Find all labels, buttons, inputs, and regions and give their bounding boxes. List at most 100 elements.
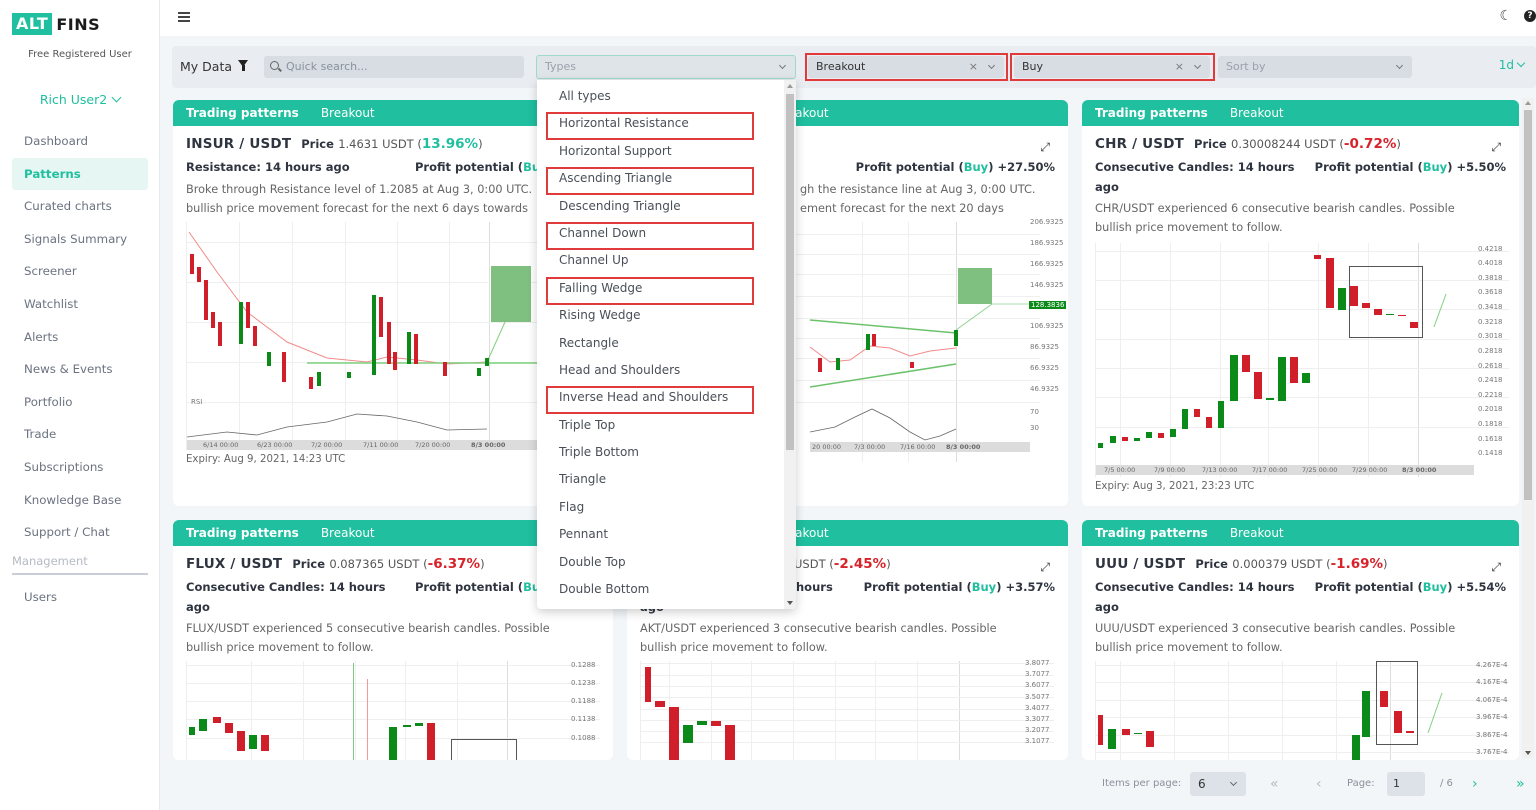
type-option-flag[interactable]: Flag <box>559 499 585 514</box>
profit-value: +5.50% <box>1456 160 1506 174</box>
dropdown-scrollbar[interactable] <box>784 80 796 609</box>
price-chart[interactable]: 206.9325 186.9325 166.9325 146.9325 128.… <box>640 218 1067 462</box>
paren: ) <box>480 557 485 571</box>
sidebar-item-screener[interactable]: Screener <box>24 264 77 279</box>
sidebar-item-signals-summary[interactable]: Signals Summary <box>24 231 128 246</box>
signal-time: hours <box>796 580 833 594</box>
direction: Bu <box>523 580 541 594</box>
sidebar-item-curated-charts[interactable]: Curated charts <box>24 199 112 214</box>
description: AKT/USDT experienced 3 consecutive beari… <box>640 622 997 654</box>
type-option-all-types[interactable]: All types <box>559 89 611 103</box>
pattern-card[interactable]: Trading patterns Breakout CHR / USDT Price… <box>1082 100 1519 506</box>
main-scrollbar[interactable] <box>1522 98 1534 758</box>
sidebar-item-trade[interactable]: Trade <box>24 427 57 442</box>
sidebar-item-news-events[interactable]: News & Events <box>24 362 113 377</box>
hamburger-menu-icon[interactable] <box>178 12 190 22</box>
type-option-falling-wedge[interactable]: Falling Wedge <box>537 275 796 306</box>
expand-icon[interactable]: ⤢ <box>1040 140 1050 154</box>
type-option-inverse-head-and-shoulders[interactable]: Inverse Head and Shoulders <box>537 384 796 415</box>
direction: Buy <box>1422 580 1448 594</box>
sidebar-item-patterns[interactable]: Patterns <box>12 157 148 191</box>
price-change: 13.96% <box>421 136 479 152</box>
pattern-card[interactable]: Trading patterns Breakout UUU / USDT Price… <box>1082 520 1519 760</box>
direction-select[interactable]: Buy × <box>1014 56 1210 78</box>
last-page-button[interactable]: » <box>1516 776 1525 792</box>
sidebar-item-dashboard[interactable]: Dashboard <box>24 134 89 148</box>
timeframe-value: 1d <box>1498 58 1514 72</box>
target-zone <box>491 266 531 322</box>
scrollbar-thumb[interactable] <box>1524 110 1532 500</box>
price-value: 1.4631 USDT ( <box>338 137 422 151</box>
quick-search-input[interactable]: Quick search... <box>264 56 524 78</box>
scrollbar-thumb[interactable] <box>786 94 794 450</box>
sort-by-select[interactable]: Sort by <box>1218 56 1412 78</box>
price-chart[interactable]: RSI 6/14 00:00 6/23 00:00 7/2 00:00 7/11 00… <box>186 222 607 450</box>
card-category: Trading patterns <box>1095 106 1208 120</box>
sort-placeholder: Sort by <box>1226 60 1266 73</box>
type-option-double-bottom[interactable]: Double Bottom <box>559 582 650 597</box>
price-chart[interactable]: 4.267E-4 4.167E-4 4.067E-4 3.967E-4 3.86… <box>1095 661 1509 760</box>
card-type: Breakout <box>1229 526 1284 540</box>
page-input[interactable]: 1 <box>1387 772 1425 796</box>
expand-icon[interactable]: ⤢ <box>1491 560 1501 574</box>
price-chart[interactable]: 0.1288 0.1238 0.1188 0.1138 0.1088 <box>186 661 600 760</box>
type-option-horizontal-resistance[interactable]: Horizontal Resistance <box>537 110 796 141</box>
type-option-rectangle[interactable]: Rectangle <box>559 335 619 350</box>
sidebar-item-watchlist[interactable]: Watchlist <box>24 296 79 311</box>
type-option-channel-down[interactable]: Channel Down <box>537 220 796 251</box>
expand-icon[interactable]: ⤢ <box>1040 560 1050 574</box>
types-select[interactable]: Types <box>536 55 796 79</box>
sidebar-item-support-chat[interactable]: Support / Chat <box>24 525 110 540</box>
paren: ) <box>1383 557 1388 571</box>
type-option-triple-bottom[interactable]: Triple Bottom <box>559 445 639 460</box>
scroll-down-icon[interactable] <box>1525 751 1531 755</box>
altfins-logo[interactable]: ALT FINS <box>12 12 100 36</box>
help-icon[interactable]: ? <box>1524 10 1536 22</box>
clear-icon[interactable]: × <box>1174 60 1184 73</box>
user-menu[interactable]: Rich User2 <box>0 92 160 107</box>
type-option-pennant[interactable]: Pennant <box>559 527 609 542</box>
profit-label: Profit potential <box>863 580 963 594</box>
type-option-channel-up[interactable]: Channel Up <box>559 253 629 268</box>
prev-page-button[interactable]: ‹ <box>1316 776 1322 792</box>
filter-funnel-icon[interactable] <box>238 60 248 71</box>
type-option-horizontal-support[interactable]: Horizontal Support <box>559 143 672 158</box>
profit-label: Profit potential <box>1314 580 1414 594</box>
description: UUU/USDT experienced 3 consecutive beari… <box>1095 622 1456 654</box>
price-label: Price <box>1194 137 1227 151</box>
price-chart[interactable]: 0.4218 0.4018 0.3818 0.3618 0.3418 0.321… <box>1095 243 1509 477</box>
scroll-up-icon[interactable] <box>787 84 793 88</box>
first-page-button[interactable]: « <box>1270 776 1279 792</box>
pair-name[interactable]: UUU / USDT <box>1095 556 1186 572</box>
pair-name[interactable]: FLUX / USDT <box>186 556 283 572</box>
types-dropdown-menu[interactable]: All types Horizontal Resistance Horizont… <box>537 80 796 609</box>
pair-name[interactable]: CHR / USDT <box>1095 136 1185 152</box>
type-option-rising-wedge[interactable]: Rising Wedge <box>559 308 641 323</box>
pattern-group-select[interactable]: Breakout × <box>808 56 1004 78</box>
type-option-ascending-triangle[interactable]: Ascending Triangle <box>537 165 796 196</box>
type-option-double-top[interactable]: Double Top <box>559 554 626 569</box>
scroll-up-icon[interactable] <box>1525 101 1531 105</box>
type-option-head-and-shoulders[interactable]: Head and Shoulders <box>559 362 681 377</box>
moon-icon[interactable]: ☾ <box>1499 8 1512 24</box>
sidebar-item-alerts[interactable]: Alerts <box>24 329 59 344</box>
user-role: Free Registered User <box>28 49 132 60</box>
clear-icon[interactable]: × <box>968 60 978 73</box>
next-page-button[interactable]: › <box>1472 776 1478 792</box>
my-data-label[interactable]: My Data <box>180 59 233 74</box>
price-chart[interactable]: 3.8077 3.7077 3.6077 3.5077 3.4077 3.307… <box>640 659 1054 760</box>
signal-time: Consecutive Candles: 14 hours <box>1095 580 1295 594</box>
pair-name[interactable]: INSUR / USDT <box>186 136 292 152</box>
sidebar-item-knowledge-base[interactable]: Knowledge Base <box>24 492 122 507</box>
type-option-triple-top[interactable]: Triple Top <box>559 417 616 432</box>
items-per-page-select[interactable]: 6 <box>1190 772 1246 796</box>
timeframe-select[interactable]: 1d <box>1498 58 1526 72</box>
sidebar-item-users[interactable]: Users <box>24 589 58 604</box>
expand-icon[interactable]: ⤢ <box>1491 140 1501 154</box>
sidebar-item-portfolio[interactable]: Portfolio <box>24 394 73 409</box>
type-option-descending-triangle[interactable]: Descending Triangle <box>559 198 681 213</box>
scroll-down-icon[interactable] <box>787 601 793 605</box>
logo-alt: ALT <box>12 13 53 35</box>
sidebar-item-subscriptions[interactable]: Subscriptions <box>24 459 104 474</box>
type-option-triangle[interactable]: Triangle <box>559 472 607 487</box>
